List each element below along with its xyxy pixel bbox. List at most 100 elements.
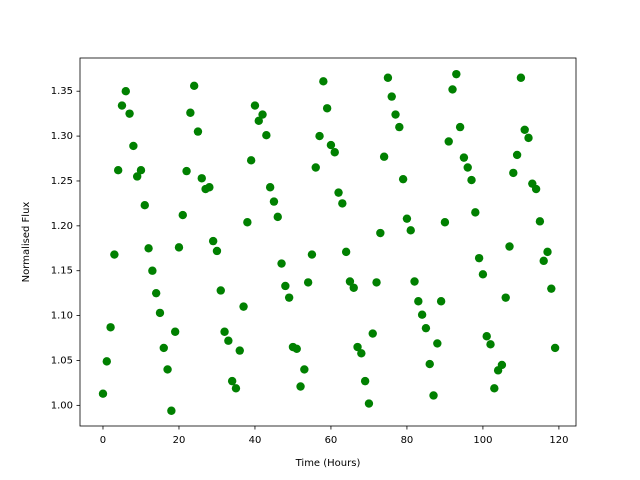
scatter-point <box>330 148 339 157</box>
scatter-point <box>125 109 134 118</box>
scatter-point <box>129 141 138 151</box>
y-tick-label: 1.30 <box>51 131 73 142</box>
scatter-point <box>486 340 495 349</box>
scatter-point <box>300 365 309 374</box>
scatter-point <box>193 127 203 136</box>
scatter-point <box>281 281 290 291</box>
scatter-point <box>227 376 237 386</box>
scatter-point <box>250 101 260 110</box>
y-tick-label: 1.35 <box>51 86 73 97</box>
scatter-point <box>246 156 256 165</box>
scatter-point <box>148 266 157 275</box>
scatter-point <box>421 323 431 333</box>
scatter-point <box>319 77 328 86</box>
scatter-point <box>357 349 366 358</box>
scatter-point <box>113 165 123 175</box>
scatter-point <box>353 342 362 352</box>
scatter-point <box>170 327 180 336</box>
scatter-point <box>106 323 115 332</box>
scatter-point <box>482 332 491 341</box>
y-tick-label: 1.25 <box>51 176 73 187</box>
scatter-point <box>205 183 214 192</box>
scatter-point <box>341 247 351 257</box>
scatter-point <box>155 308 165 318</box>
scatter-point <box>243 218 252 227</box>
scatter-point <box>197 174 206 183</box>
scatter-point <box>140 201 149 210</box>
scatter-point <box>144 244 153 253</box>
scatter-point <box>531 184 541 194</box>
scatter-point <box>406 226 415 235</box>
scatter-point <box>547 284 556 293</box>
scatter-point <box>307 250 317 259</box>
scatter-point <box>467 175 476 185</box>
scatter-point <box>474 253 484 263</box>
x-tick-label: 0 <box>100 435 106 446</box>
scatter-point <box>174 243 184 252</box>
scatter-point <box>338 199 347 208</box>
x-tick-label: 20 <box>173 435 186 446</box>
scatter-point <box>478 270 488 279</box>
y-tick-label: 1.00 <box>51 400 73 411</box>
scatter-point <box>402 214 412 223</box>
scatter-point <box>440 218 450 227</box>
x-tick-label: 40 <box>249 435 262 446</box>
scatter-point <box>387 92 396 101</box>
scatter-point <box>265 183 275 192</box>
y-tick-label: 1.15 <box>51 266 73 277</box>
scatter-point <box>117 101 127 110</box>
scatter-point <box>98 389 108 398</box>
x-tick-label: 60 <box>325 435 338 446</box>
scatter-point <box>368 329 377 338</box>
scatter-point <box>376 228 385 238</box>
scatter-point <box>509 168 518 178</box>
scatter-point <box>151 288 161 298</box>
scatter-point <box>292 344 301 354</box>
scatter-point <box>524 133 533 143</box>
scatter-point <box>512 150 522 160</box>
scatter-point <box>132 172 142 181</box>
scatter-point <box>520 125 529 135</box>
plot-frame <box>79 57 577 427</box>
scatter-point <box>136 165 146 175</box>
scatter-point <box>334 188 343 197</box>
scatter-point <box>452 69 461 79</box>
scatter-point <box>372 278 381 287</box>
scatter-point <box>417 310 427 319</box>
scatter-point <box>220 327 229 336</box>
x-axis-label: Time (Hours) <box>295 458 361 469</box>
scatter-point <box>167 406 176 415</box>
scatter-point <box>535 217 545 226</box>
scatter-point <box>254 116 263 126</box>
scatter-point <box>182 166 191 176</box>
scatter-point <box>497 360 507 370</box>
scatter-point <box>414 297 423 306</box>
x-tick-label: 120 <box>549 435 568 446</box>
scatter-point <box>212 246 222 256</box>
scatter-point <box>490 384 499 393</box>
scatter-point <box>345 277 355 286</box>
scatter-point <box>395 122 404 132</box>
scatter-point <box>455 122 465 132</box>
scatter-point <box>349 283 358 292</box>
scatter-point <box>239 302 248 311</box>
scatter-point <box>284 293 294 302</box>
scatter-point <box>463 163 472 172</box>
scatter-point <box>296 382 305 391</box>
scatter-point <box>102 357 111 366</box>
scatter-point <box>429 391 438 400</box>
scatter-point <box>410 277 419 286</box>
scatter-point <box>110 250 119 259</box>
scatter-point <box>258 110 267 119</box>
scatter-point <box>224 336 233 345</box>
scatter-point <box>159 343 168 353</box>
scatter-point <box>391 110 400 119</box>
scatter-point <box>216 286 225 295</box>
scatter-point <box>398 174 408 184</box>
scatter-point <box>448 85 457 94</box>
scatter-point <box>501 293 510 302</box>
scatter-point <box>516 73 526 82</box>
scatter-point <box>189 81 199 91</box>
